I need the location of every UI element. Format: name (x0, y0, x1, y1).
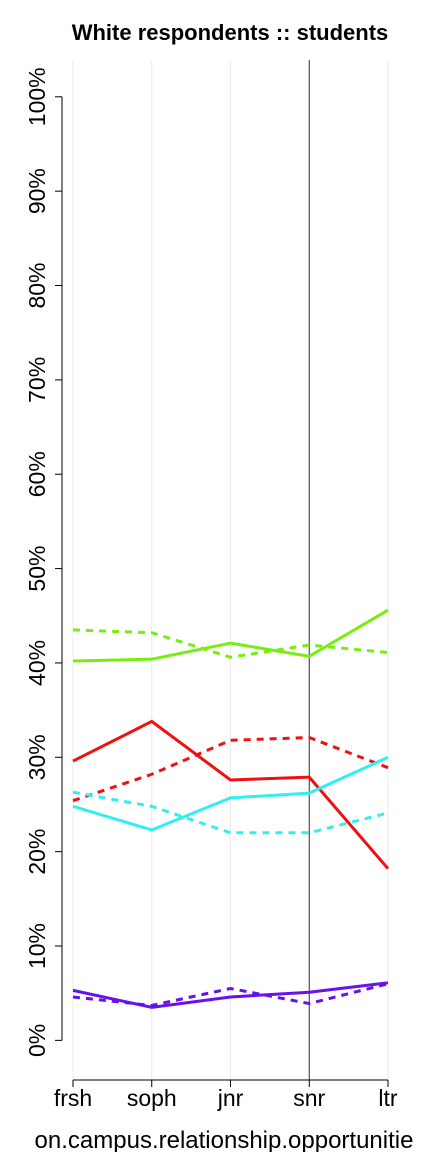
y-tick-label: 80% (24, 262, 50, 308)
y-tick-label: 40% (24, 640, 50, 686)
y-tick-label: 70% (24, 357, 50, 403)
y-tick-label: 100% (24, 67, 50, 126)
y-tick-label: 60% (24, 451, 50, 497)
x-tick-label: soph (127, 1085, 177, 1111)
x-tick-label: snr (293, 1085, 325, 1111)
series-line (72, 755, 389, 832)
x-axis-label: on.campus.relationship.opportunitie (35, 1127, 414, 1152)
x-tick-label: jnr (217, 1085, 244, 1111)
series-line (72, 628, 389, 659)
series-line (72, 719, 390, 870)
series-line (72, 790, 389, 835)
chart-title: White respondents :: students (72, 20, 389, 45)
y-tick-label: 10% (24, 923, 50, 969)
series-line (72, 608, 389, 663)
x-tick-label: frsh (54, 1085, 92, 1111)
x-tick-label: ltr (378, 1085, 398, 1111)
y-tick-label: 20% (24, 829, 50, 875)
y-tick-label: 30% (24, 734, 50, 780)
series-line (72, 982, 389, 1007)
y-tick-label: 50% (24, 546, 50, 592)
y-tick-label: 0% (24, 1024, 50, 1057)
series-line (72, 735, 389, 803)
y-tick-label: 90% (24, 168, 50, 214)
